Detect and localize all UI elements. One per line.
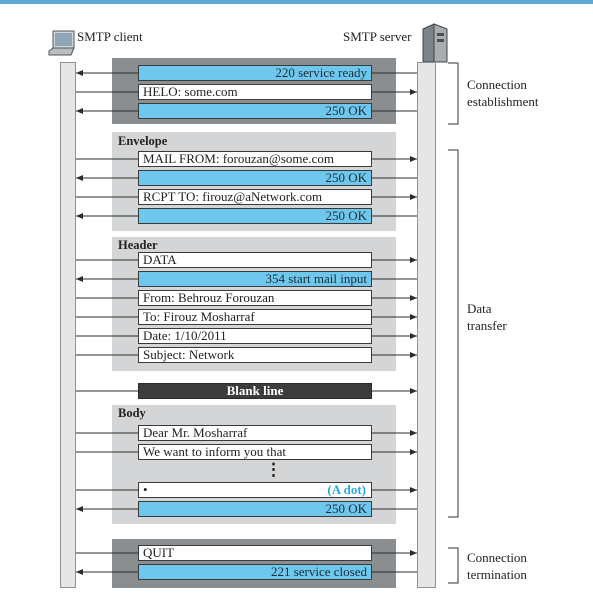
arrowhead-mmail xyxy=(410,156,417,162)
envelope-section-label: Envelope xyxy=(118,134,168,148)
dot-note: (A dot) xyxy=(327,482,366,497)
top-accent-line xyxy=(0,0,593,4)
arrowhead-mto xyxy=(410,314,417,320)
msg-250-ok-body: 250 OK xyxy=(138,501,372,517)
msg-250-ok-helo: 250 OK xyxy=(138,103,372,119)
msg-250-ok-mail: 250 OK xyxy=(138,170,372,186)
msg-quit: QUIT xyxy=(138,545,372,561)
msg-250-ok-rcpt: 250 OK xyxy=(138,208,372,224)
dot-symbol: • xyxy=(143,482,148,497)
data-transfer-label: Data transfer xyxy=(467,301,507,333)
msg-helo: HELO: some.com xyxy=(138,84,372,100)
body-section-label: Body xyxy=(118,406,146,420)
arrowhead-mwant xyxy=(410,449,417,455)
connection-termination-bracket xyxy=(448,547,459,584)
connection-termination-label: Connection termination xyxy=(467,550,527,582)
body-ellipsis: ⋮ xyxy=(265,460,282,479)
arrowhead-m250b xyxy=(76,175,83,181)
msg-blank-line: Blank line xyxy=(138,383,372,399)
arrowhead-m250c xyxy=(76,213,83,219)
msg-221-service-closed: 221 service closed xyxy=(138,564,372,580)
msg-body-dot: • (A dot) xyxy=(138,482,372,498)
arrowhead-mquit xyxy=(410,550,417,556)
arrowhead-m250d xyxy=(76,506,83,512)
arrowhead-m221 xyxy=(76,569,83,575)
arrowhead-m354 xyxy=(76,276,83,282)
connection-establishment-bracket xyxy=(448,62,459,125)
msg-header-from: From: Behrouz Forouzan xyxy=(138,290,372,306)
arrowhead-mblank xyxy=(410,388,417,394)
msg-mail-from: MAIL FROM: forouzan@some.com xyxy=(138,151,372,167)
arrowhead-msubj xyxy=(410,352,417,358)
laptop-icon xyxy=(48,30,75,56)
arrowhead-mfrom xyxy=(410,295,417,301)
arrowhead-m250a xyxy=(76,108,83,114)
msg-body-inform: We want to inform you that xyxy=(138,444,372,460)
msg-header-to: To: Firouz Mosharraf xyxy=(138,309,372,325)
smtp-server-title: SMTP server xyxy=(343,29,412,44)
msg-body-dear: Dear Mr. Mosharraf xyxy=(138,425,372,441)
msg-header-subject: Subject: Network xyxy=(138,347,372,363)
arrowhead-mdear xyxy=(410,430,417,436)
arrowhead-m220 xyxy=(76,70,83,76)
smtp-client-title: SMTP client xyxy=(77,29,143,44)
arrowhead-mdate xyxy=(410,333,417,339)
msg-220-service-ready: 220 service ready xyxy=(138,65,372,81)
arrowhead-mdata xyxy=(410,257,417,263)
arrowhead-mdot xyxy=(410,487,417,493)
connection-establishment-label: Connection establishment xyxy=(467,77,539,109)
arrowhead-mhelo xyxy=(410,89,417,95)
msg-354-start-mail-input: 354 start mail input xyxy=(138,271,372,287)
msg-data: DATA xyxy=(138,252,372,268)
client-lifeline xyxy=(60,62,76,588)
header-section-label: Header xyxy=(118,238,158,252)
arrowhead-mrcpt xyxy=(410,194,417,200)
msg-header-date: Date: 1/10/2011 xyxy=(138,328,372,344)
msg-rcpt-to: RCPT TO: firouz@aNetwork.com xyxy=(138,189,372,205)
data-transfer-bracket xyxy=(448,149,459,518)
server-lifeline xyxy=(417,62,436,588)
